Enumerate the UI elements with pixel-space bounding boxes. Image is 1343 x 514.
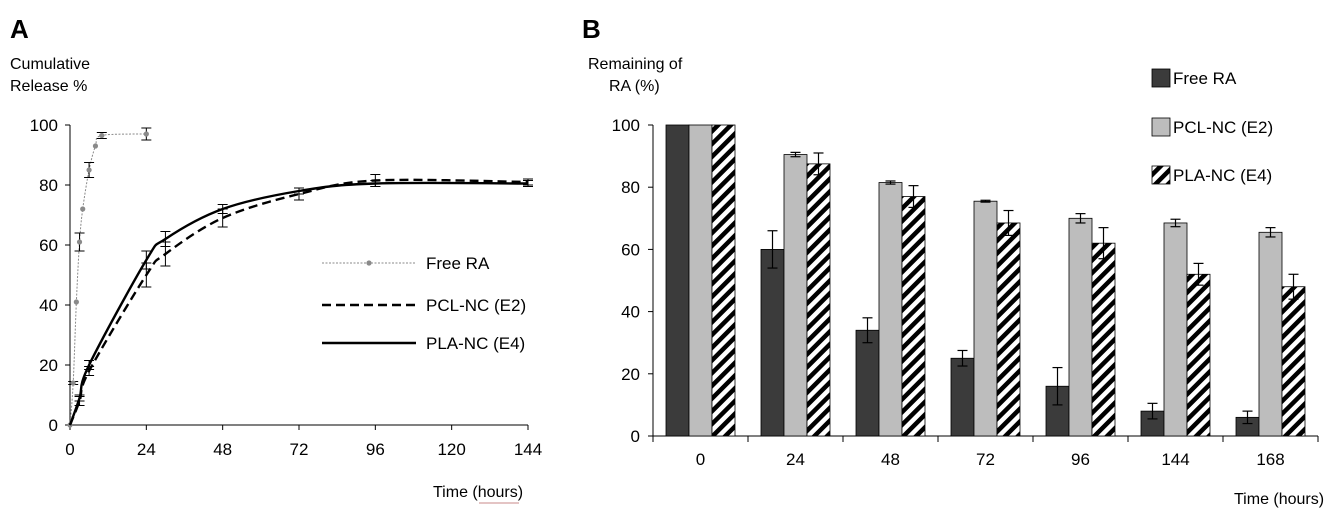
panel-b-xlabel: Time (hours): [1234, 491, 1324, 508]
a-data-point: [70, 380, 76, 386]
b-bar: [950, 357, 975, 437]
b-x-tick-label: 144: [1161, 450, 1189, 469]
a-data-point: [92, 143, 99, 149]
a-x-tick-label: 120: [437, 440, 465, 459]
b-y-tick-label: 100: [612, 116, 640, 135]
b-bar: [711, 124, 736, 437]
b-legend-label: PLA-NC (E4): [1173, 166, 1272, 185]
b-bar: [688, 124, 713, 437]
a-x-tick-label: 48: [213, 440, 232, 459]
b-bar: [1281, 286, 1306, 437]
a-y-tick-label: 80: [39, 176, 58, 195]
b-x-tick-label: 48: [881, 450, 900, 469]
b-bar: [665, 124, 690, 437]
panel-b-label: B: [582, 14, 601, 44]
panel-a-plot: 0 20 40 60 80 100 0 24 48 72 96 120 144 Free RA PCL-NC…: [30, 116, 543, 459]
a-data-point: [99, 132, 105, 139]
b-legend-swatch: [1151, 165, 1171, 185]
b-legend-swatch: [1151, 68, 1171, 88]
a-data-point: [86, 167, 92, 173]
a-y-tick-label: 20: [39, 356, 58, 375]
a-legend-marker: [366, 260, 372, 266]
b-bar: [973, 200, 998, 437]
a-data-point: [76, 239, 83, 245]
panel-b-ylabel-line1: Remaining of: [588, 56, 683, 73]
a-y-tick-label: 40: [39, 296, 58, 315]
b-legend-label: PCL-NC (E2): [1173, 118, 1273, 137]
panel-a-ylabel-line2: Release %: [10, 78, 87, 95]
b-bar: [1068, 217, 1093, 437]
a-data-point: [143, 131, 149, 137]
a-y-tick-label: 60: [39, 236, 58, 255]
a-legend-label: PLA-NC (E4): [426, 334, 525, 353]
panel-a-label: A: [10, 14, 29, 44]
panel-a-ylabel-line1: Cumulative: [10, 56, 90, 73]
b-x-tick-label: 96: [1071, 450, 1090, 469]
panel-b-plot: 0 20 40 60 80 100 0 24 48 72 96 144 168 Free RA PCL-NC…: [612, 68, 1319, 469]
b-bar: [806, 163, 831, 437]
b-bar: [996, 222, 1021, 437]
b-bar: [901, 196, 926, 437]
b-y-tick-label: 60: [621, 240, 640, 259]
a-legend-label: Free RA: [426, 254, 490, 273]
b-bar: [783, 154, 808, 437]
a-x-tick-label: 144: [514, 440, 542, 459]
b-x-tick-label: 72: [976, 450, 995, 469]
b-bar: [1258, 231, 1283, 437]
a-x-tick-label: 24: [137, 440, 156, 459]
b-bar: [878, 182, 903, 437]
b-bar: [1163, 222, 1188, 437]
a-data-point: [73, 299, 79, 305]
b-bar: [760, 248, 785, 437]
b-y-tick-label: 20: [621, 365, 640, 384]
b-bar: [1186, 273, 1211, 437]
b-x-tick-label: 24: [786, 450, 805, 469]
b-x-tick-label: 168: [1256, 450, 1284, 469]
a-data-point: [80, 206, 86, 212]
b-y-tick-label: 0: [631, 427, 640, 446]
a-x-tick-label: 0: [65, 440, 74, 459]
a-y-tick-label: 0: [49, 416, 58, 435]
a-y-tick-label: 100: [30, 116, 58, 135]
a-legend-label: PCL-NC (E2): [426, 296, 526, 315]
a-x-tick-label: 72: [290, 440, 309, 459]
b-legend-swatch: [1151, 117, 1171, 137]
b-bar: [855, 329, 880, 437]
panel-a-xlabel: Time (hours): [433, 484, 523, 501]
b-y-tick-label: 40: [621, 303, 640, 322]
b-y-tick-label: 80: [621, 178, 640, 197]
panel-b-ylabel-line2: RA (%): [609, 78, 660, 95]
b-bar: [1091, 242, 1116, 437]
b-x-tick-label: 0: [696, 450, 705, 469]
a-x-tick-label: 96: [366, 440, 385, 459]
b-legend-label: Free RA: [1173, 69, 1237, 88]
